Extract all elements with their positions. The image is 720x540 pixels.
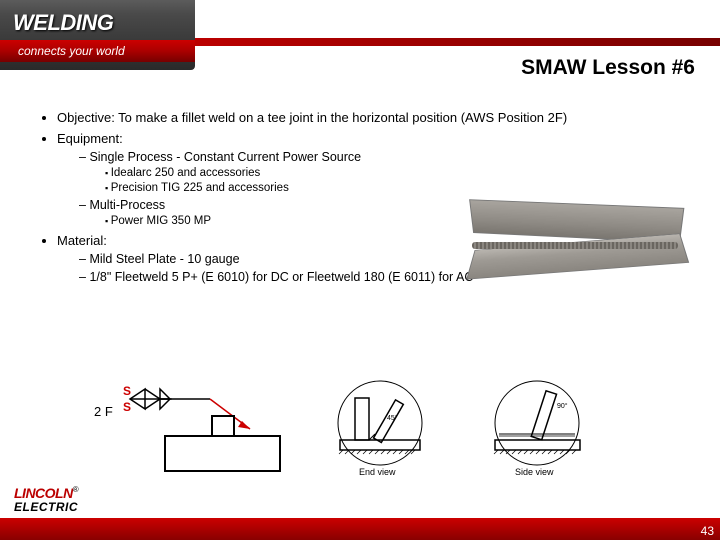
tagline: connects your world: [18, 44, 125, 58]
logo-word: WELDING: [13, 10, 113, 36]
red-stripe: [195, 38, 720, 46]
footer-bar: 43: [0, 518, 720, 540]
bullet-objective: Objective: To make a fillet weld on a te…: [57, 110, 700, 125]
s-top: S: [123, 384, 131, 398]
page-title: SMAW Lesson #6: [521, 56, 695, 80]
eq-single: Single Process - Constant Current Power …: [79, 150, 700, 194]
weld-symbol-diagram: S S: [100, 381, 285, 476]
lincoln-logo: LINCOLN® ELECTRIC: [14, 486, 79, 514]
position-label: 2 F: [94, 404, 113, 419]
diagram-row: 2 F S S 45° End view: [100, 378, 600, 478]
weld-photo: [460, 198, 690, 288]
side-angle: 90°: [557, 402, 568, 410]
slide-header: WELDING connects your world SMAW Lesson …: [0, 0, 720, 72]
logo-plate: WELDING connects your world: [0, 0, 195, 70]
page-number: 43: [701, 524, 714, 538]
side-caption: Side view: [515, 467, 554, 477]
eq-single-b: Precision TIG 225 and accessories: [105, 182, 700, 194]
end-caption: End view: [359, 467, 396, 477]
photo-base-plate: [466, 233, 689, 279]
end-view-diagram: 45° End view: [325, 378, 435, 478]
tagline-bar: connects your world: [0, 40, 195, 62]
side-view-diagram: 90° Side view: [475, 378, 600, 478]
eq-single-a: Idealarc 250 and accessories: [105, 167, 700, 179]
end-angle: 45°: [387, 414, 398, 422]
s-bot: S: [123, 400, 131, 414]
photo-weld-bead: [472, 242, 678, 249]
